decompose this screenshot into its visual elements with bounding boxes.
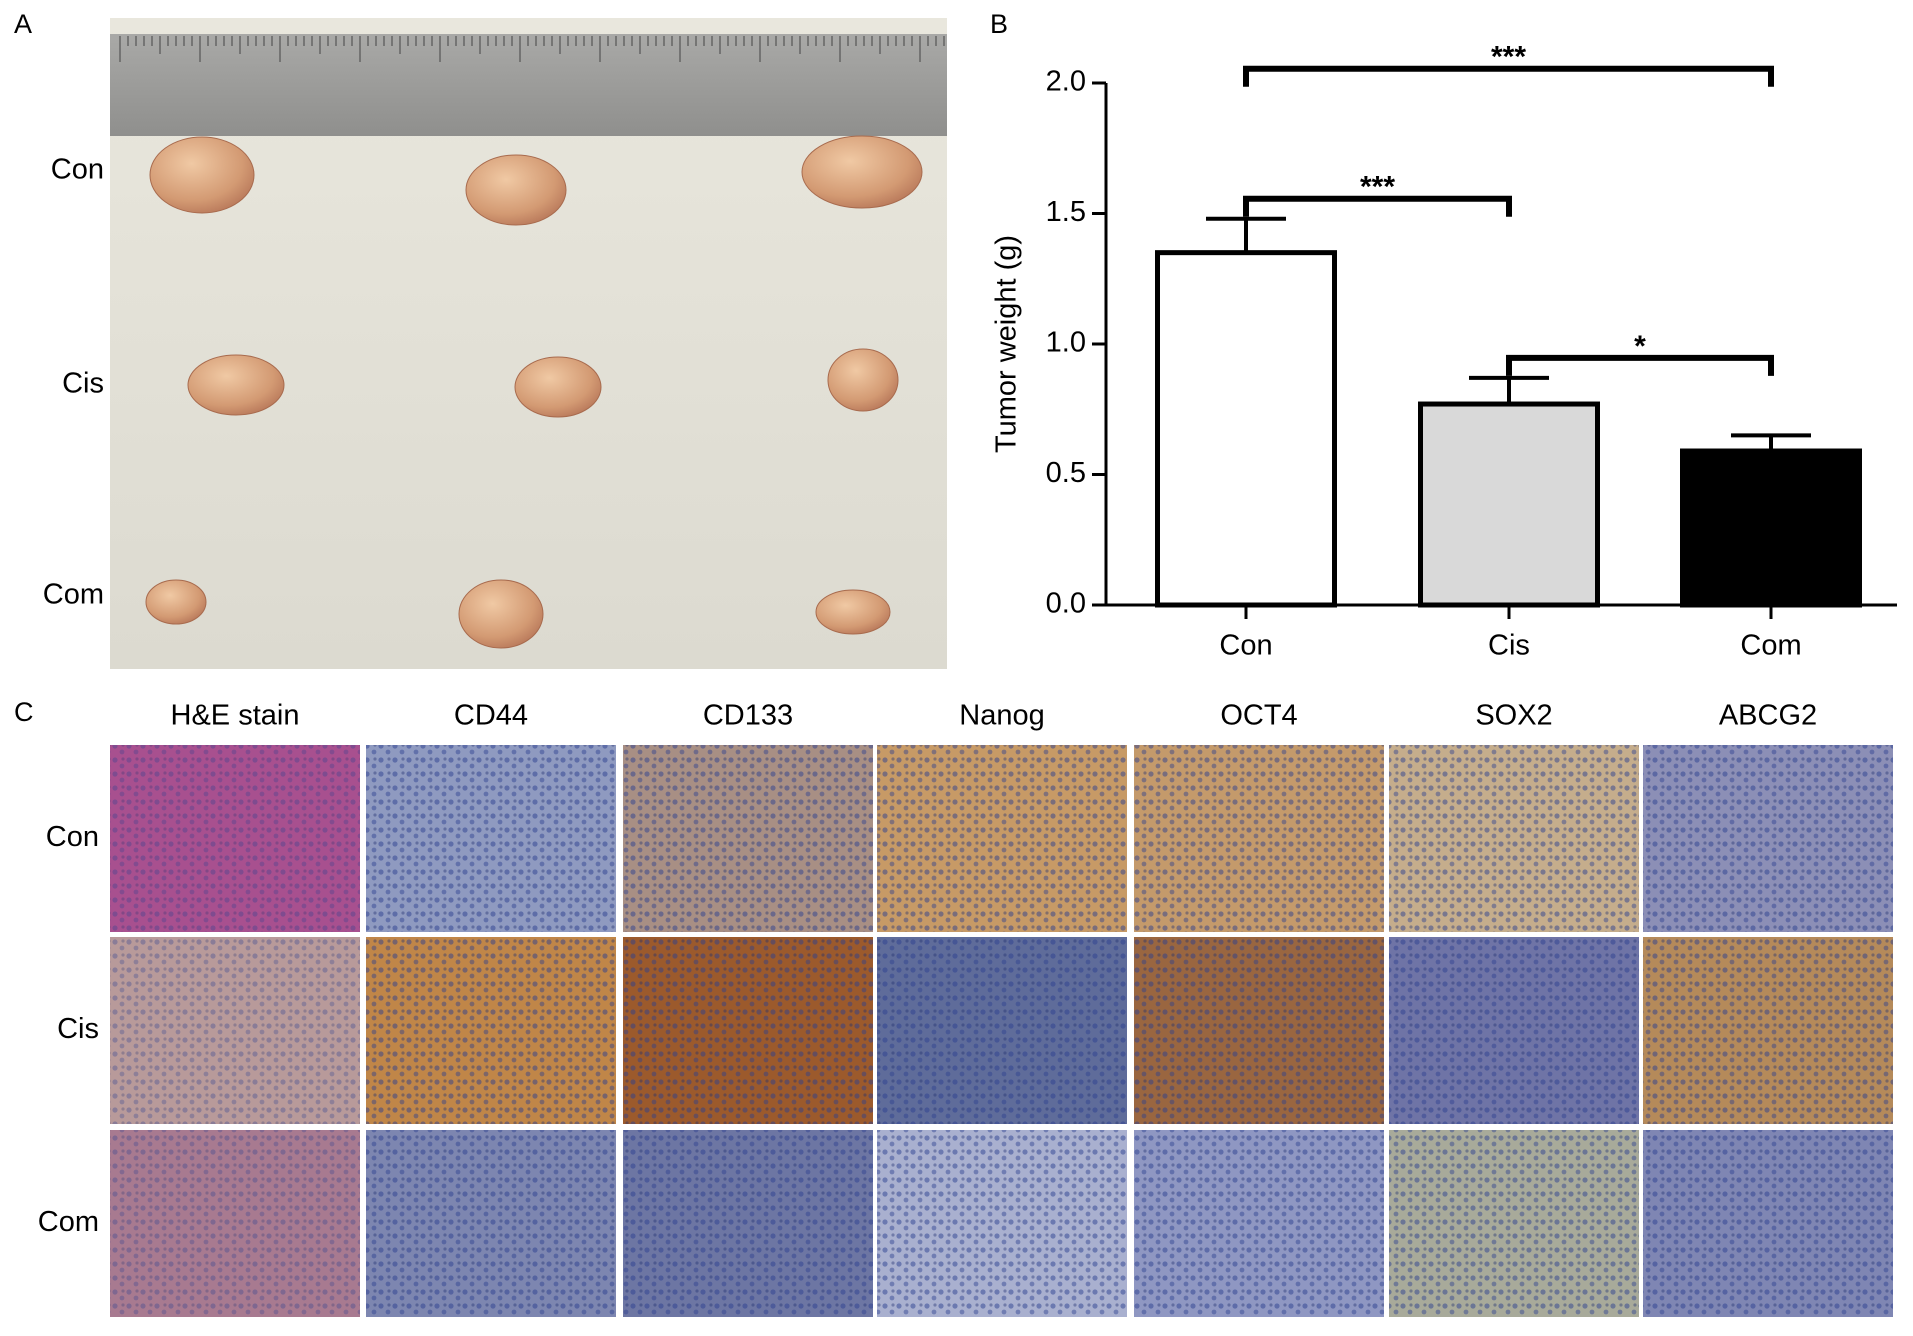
ihc-texture [1134,937,1384,1124]
column-label: ABCG2 [1719,700,1817,732]
y-tick-label: 0.5 [1046,457,1086,489]
ihc-texture [877,937,1127,1124]
ihc-texture [366,745,616,932]
column-label: H&E stain [171,700,300,732]
row-label: Cis [62,368,104,400]
ihc-texture [1389,937,1639,1124]
column-label: CD44 [454,700,528,732]
ihc-texture [623,745,873,932]
ihc-texture [110,1130,360,1317]
row-label: Con [46,821,99,853]
significance-label: * [1634,330,1646,363]
column-label: SOX2 [1475,700,1552,732]
panel-label: B [990,9,1008,39]
row-label: Cis [57,1013,99,1045]
ihc-texture [110,745,360,932]
panel-label: A [14,9,32,39]
x-tick-label: Con [1219,630,1272,662]
y-tick-label: 1.5 [1046,196,1086,228]
row-label: Com [43,579,104,611]
ihc-texture [366,1130,616,1317]
ihc-texture [366,937,616,1124]
row-label: Com [38,1206,99,1238]
panel-label: C [14,697,34,727]
significance-label: *** [1491,41,1526,74]
column-label: CD133 [703,700,793,732]
x-tick-label: Com [1740,630,1801,662]
ihc-texture [623,1130,873,1317]
ihc-texture [1643,1130,1893,1317]
ihc-texture [877,1130,1127,1317]
x-tick-label: Cis [1488,630,1530,662]
tumor-photo [110,18,947,669]
y-tick-label: 1.0 [1046,327,1086,359]
ihc-texture [1643,745,1893,932]
y-tick-label: 0.0 [1046,588,1086,620]
ihc-texture [1134,745,1384,932]
row-label: Con [51,154,104,186]
significance-bracket [1243,195,1512,217]
ihc-texture [1643,937,1893,1124]
ihc-texture [1134,1130,1384,1317]
ihc-texture [1389,745,1639,932]
column-label: OCT4 [1220,700,1297,732]
y-tick-label: 2.0 [1046,66,1086,98]
ihc-texture [110,937,360,1124]
bar [1418,401,1600,608]
bar [1155,250,1337,608]
ihc-texture [623,937,873,1124]
column-label: Nanog [959,700,1044,732]
y-axis-label: Tumor weight (g) [991,235,1023,453]
bar [1680,448,1862,608]
significance-bracket [1506,354,1774,376]
significance-bracket [1243,65,1774,87]
significance-label: *** [1360,171,1395,204]
ihc-texture [877,745,1127,932]
ihc-texture [1389,1130,1639,1317]
